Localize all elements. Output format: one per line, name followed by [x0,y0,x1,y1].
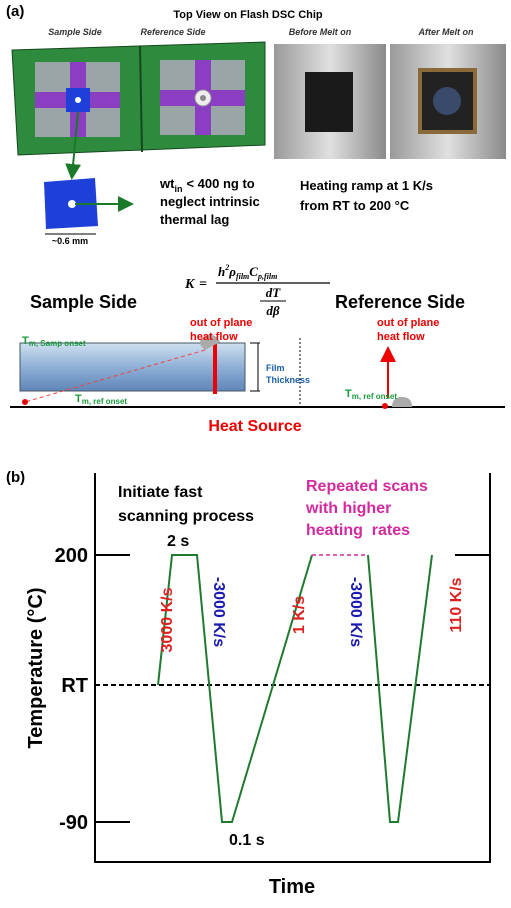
rate-label: 3000 K/s [159,587,176,652]
y-tick-label: -90 [59,812,88,834]
y-tick-label: 200 [55,545,88,567]
text: C [249,264,258,279]
side-label: Reference Side [335,292,465,312]
image-label: Before Melt on [289,27,352,37]
mass-note: wtin < 400 ng to [159,176,255,194]
subscript: m, ref onset [352,392,398,401]
rate-label: 110 K/s [448,577,465,632]
film-diagram [10,334,505,409]
scale-label: ~0.6 mm [52,236,88,246]
image-label: Sample Side [48,27,102,37]
annotation: 0.1 s [229,832,265,849]
formula: K = h2ρfilmCp,film dT dβ [184,263,330,318]
subscript: film [236,272,249,281]
text: h [218,264,225,279]
thickness-label: Thickness [266,375,310,385]
text: T [345,388,352,400]
formula-numerator: h2ρfilmCp,film [218,263,277,281]
annotation: Initiate fast [118,484,203,501]
annotation: with higher [305,500,391,517]
mass-note: neglect intrinsic [160,194,260,209]
heat-flow-label: out of plane [190,317,252,329]
text: wt [159,176,175,191]
superscript: 2 [224,263,229,272]
onset-label: Tm, Samp onset [22,335,86,348]
subscript: in [174,184,182,194]
y-tick-label: RT [61,675,88,697]
annotation: Repeated scans [306,478,428,495]
thickness-label: Film [266,363,285,373]
subscript: p,film [257,272,277,281]
text: < 400 ng to [186,176,254,191]
heat-source-label: Heat Source [208,418,301,435]
image-label: Reference Side [140,27,205,37]
side-label: Sample Side [30,292,137,312]
image-label: After Melt on [418,27,475,37]
subscript: m, ref onset [82,397,128,406]
heat-flow-label: heat flow [377,331,425,343]
text: T [22,335,29,347]
heat-flow-label: heat flow [190,331,238,343]
heat-flow-label: out of plane [377,317,439,329]
melt-photos [274,44,506,159]
temperature-profile [94,473,491,863]
annotation: heating rates [306,522,410,539]
formula-equals: = [199,277,207,292]
sample-zoom [44,178,134,235]
onset-label: Tm, ref onset [75,393,127,406]
formula-lhs: K [184,277,196,292]
formula-denominator: dβ [266,303,280,318]
y-axis-title: Temperature (°C) [25,588,47,749]
ramp-note: from RT to 200 °C [300,198,410,213]
subscript: m, Samp onset [29,339,86,348]
x-axis-title: Time [269,876,315,898]
panel-label: (b) [6,469,25,486]
text: ρ [228,264,236,279]
chip-illustration [11,41,266,180]
panel-label: (a) [6,3,24,20]
annotation: scanning process [118,508,254,525]
rate-label: -3000 K/s [347,577,364,647]
onset-label: Tm, ref onset [345,388,397,401]
formula-denominator: dT [266,285,282,300]
rate-label: -3000 K/s [210,577,227,647]
ramp-note: Heating ramp at 1 K/s [300,178,433,193]
panel-title: Top View on Flash DSC Chip [173,9,323,21]
text: T [75,393,82,405]
mass-note: thermal lag [160,212,229,227]
rate-label: 1 K/s [291,596,308,634]
annotation: 2 s [167,533,189,550]
